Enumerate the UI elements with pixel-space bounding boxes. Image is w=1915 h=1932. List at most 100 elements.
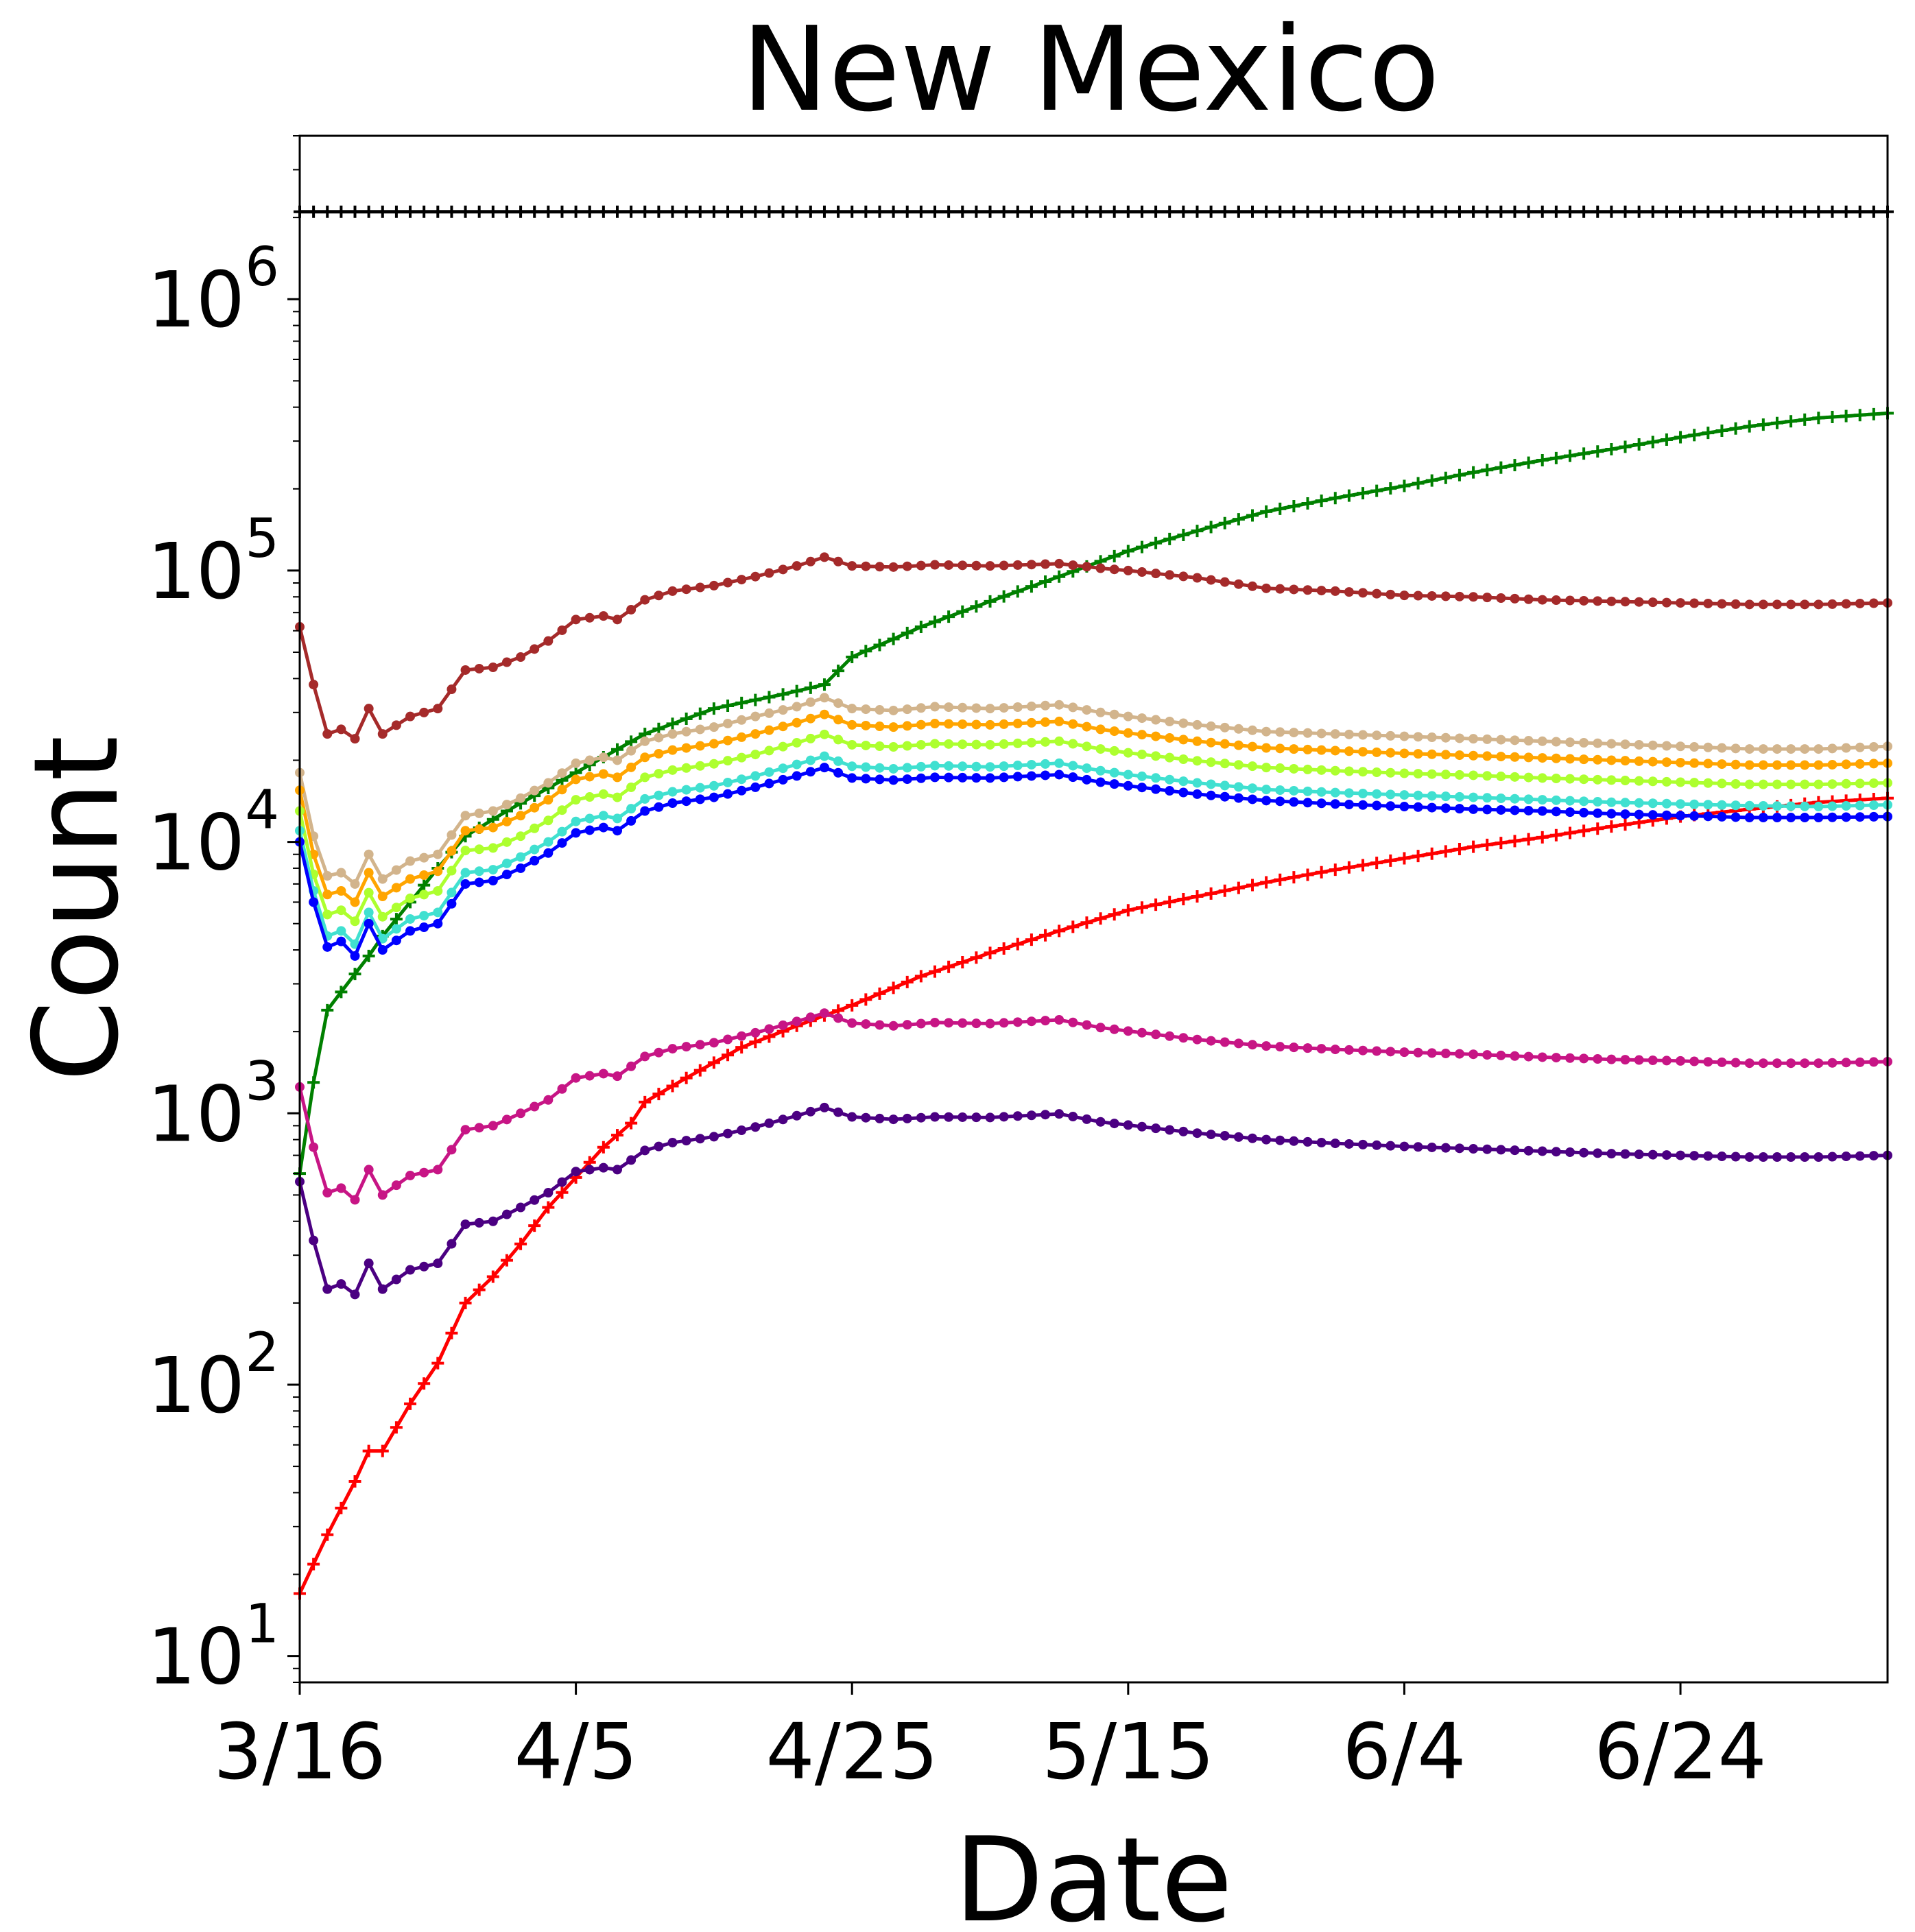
series-0-point bbox=[1729, 205, 1742, 218]
series-6-point bbox=[598, 789, 608, 799]
series-4-point bbox=[971, 703, 982, 713]
series-5-point bbox=[1316, 745, 1327, 755]
series-9-point bbox=[1220, 1037, 1230, 1047]
series-5-point bbox=[516, 811, 526, 821]
series-0-point bbox=[887, 205, 900, 218]
series-7-point bbox=[1261, 785, 1272, 795]
series-8-point bbox=[695, 794, 705, 804]
series-0-point bbox=[1522, 205, 1535, 218]
series-8-point bbox=[1261, 796, 1272, 806]
series-7-point bbox=[1440, 791, 1451, 802]
series-10-point bbox=[833, 1107, 844, 1117]
series-7-point bbox=[1800, 801, 1810, 811]
series-2-point bbox=[1135, 901, 1148, 914]
series-9-point bbox=[750, 1027, 761, 1038]
series-3-point bbox=[433, 704, 443, 714]
series-9-point bbox=[584, 1071, 595, 1081]
series-5-point bbox=[709, 739, 719, 749]
series-10-point bbox=[377, 1284, 388, 1294]
series-8-point bbox=[1827, 812, 1837, 822]
series-10-point bbox=[1634, 1149, 1644, 1160]
series-6-point bbox=[667, 765, 678, 775]
series-6-point bbox=[1717, 778, 1727, 789]
series-10-point bbox=[1303, 1136, 1313, 1147]
series-0-point bbox=[749, 205, 762, 218]
series-6-point bbox=[1275, 763, 1285, 774]
series-2-point bbox=[1619, 818, 1632, 831]
series-7-point bbox=[1551, 795, 1561, 805]
series-9-point bbox=[1634, 1055, 1644, 1065]
series-10-point bbox=[1109, 1119, 1119, 1129]
series-4-point bbox=[1620, 739, 1630, 750]
series-8-point bbox=[1399, 802, 1410, 812]
series-6-point bbox=[1372, 767, 1382, 778]
series-2-point bbox=[887, 981, 900, 994]
series-10-point bbox=[1385, 1141, 1396, 1151]
series-10-point bbox=[1676, 1150, 1686, 1160]
series-5-point bbox=[350, 897, 360, 907]
series-3-point bbox=[1510, 593, 1520, 604]
series-9-point bbox=[1316, 1044, 1327, 1054]
series-5-point bbox=[474, 824, 484, 834]
series-5-point bbox=[1440, 750, 1451, 760]
series-8-point bbox=[1054, 770, 1064, 780]
series-9-point bbox=[1565, 1053, 1575, 1063]
series-2-point bbox=[873, 987, 886, 1000]
series-4-point bbox=[681, 726, 691, 737]
series-9-point bbox=[309, 1142, 319, 1152]
series-9-point bbox=[695, 1040, 705, 1050]
series-3-point bbox=[322, 729, 333, 739]
series-4-point bbox=[1233, 724, 1244, 734]
series-9-point bbox=[1648, 1055, 1658, 1065]
series-1-point bbox=[1108, 549, 1121, 562]
series-2-point bbox=[418, 1377, 431, 1390]
series-10-point bbox=[598, 1162, 608, 1173]
series-0-point bbox=[1660, 205, 1673, 218]
series-7-point bbox=[1579, 796, 1589, 807]
series-0-point bbox=[1121, 205, 1134, 218]
series-10-point bbox=[1399, 1141, 1410, 1152]
series-4-point bbox=[1703, 742, 1713, 752]
series-0-point bbox=[1840, 205, 1853, 218]
series-9-point bbox=[847, 1018, 857, 1028]
series-9-point bbox=[460, 1125, 471, 1135]
series-3-point bbox=[1026, 560, 1036, 570]
series-0-point bbox=[859, 205, 872, 218]
series-2-point bbox=[1329, 863, 1342, 876]
series-1-point bbox=[1329, 492, 1342, 505]
series-0-point bbox=[1191, 205, 1204, 218]
series-6-point bbox=[557, 805, 567, 815]
series-3-point bbox=[681, 584, 691, 595]
series-9-point bbox=[1868, 1057, 1879, 1067]
series-0-point bbox=[1605, 205, 1618, 218]
y-tick-exponent: 5 bbox=[245, 508, 279, 570]
series-5-point bbox=[1510, 752, 1520, 762]
series-6-point bbox=[1676, 777, 1686, 787]
series-10-point bbox=[350, 1289, 360, 1300]
series-8-point bbox=[999, 772, 1009, 783]
series-6-point bbox=[695, 761, 705, 771]
series-8-point bbox=[1744, 813, 1755, 823]
series-2-point bbox=[348, 1475, 361, 1488]
series-6-point bbox=[1330, 765, 1340, 776]
series-7-point bbox=[930, 761, 940, 771]
series-1-point bbox=[1053, 570, 1066, 583]
series-0-point bbox=[652, 205, 665, 218]
series-4-point bbox=[888, 705, 899, 715]
series-3-point bbox=[1717, 599, 1727, 609]
series-6-point bbox=[1661, 776, 1672, 787]
series-9-point bbox=[433, 1165, 443, 1175]
series-0-point bbox=[1688, 205, 1701, 218]
series-2-point bbox=[1163, 896, 1176, 909]
series-2-point bbox=[376, 1444, 389, 1457]
series-0-point bbox=[846, 205, 859, 218]
series-4-point bbox=[364, 849, 374, 859]
series-3-point bbox=[419, 707, 429, 717]
series-5-point bbox=[764, 725, 774, 735]
series-7-point bbox=[1220, 780, 1230, 791]
series-5-point bbox=[805, 713, 816, 724]
series-4 bbox=[295, 693, 1892, 889]
series-8-point bbox=[1717, 811, 1727, 822]
series-4-point bbox=[626, 746, 637, 756]
series-7-point bbox=[598, 811, 608, 821]
